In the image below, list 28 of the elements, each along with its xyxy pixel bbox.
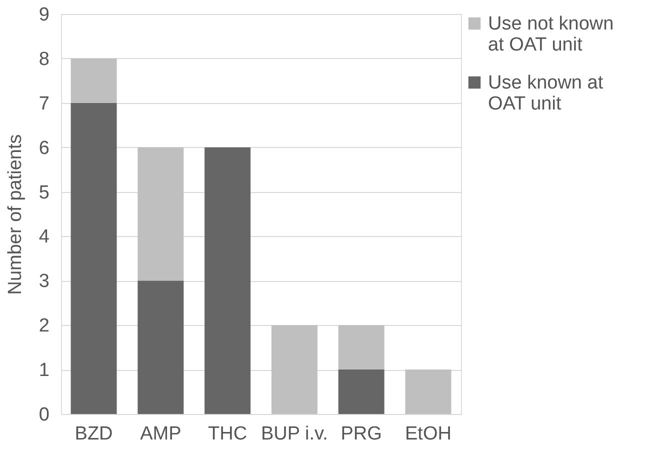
y-axis-title: Number of patients (4, 134, 26, 295)
y-tick-label: 3 (38, 271, 50, 292)
bar (70, 58, 117, 103)
legend-label: Use not known at OAT unit (488, 14, 614, 56)
y-tick-label: 6 (38, 138, 50, 159)
bar (271, 325, 318, 414)
x-tick-label: THC (208, 424, 248, 444)
bar (70, 102, 117, 414)
y-tick-label: 8 (38, 48, 50, 70)
x-tick-label: BZD (74, 424, 113, 444)
y-tick-label: 5 (38, 182, 50, 204)
bar (338, 325, 384, 370)
bar (204, 147, 251, 414)
bar (138, 147, 184, 281)
y-tick-label: 2 (38, 316, 50, 337)
y-tick-label: 0 (38, 404, 50, 426)
x-tick-label: EtOH (405, 424, 452, 444)
y-tick-label: 7 (38, 93, 50, 114)
legend-label: Use known at OAT unit (488, 72, 604, 114)
bar (405, 370, 452, 414)
x-tick-label: AMP (140, 424, 182, 444)
y-tick-label: 4 (38, 226, 50, 248)
bar (338, 370, 384, 414)
bar (138, 280, 184, 414)
y-tick-label: 1 (38, 360, 50, 382)
x-tick-label: PRG (340, 424, 382, 444)
y-tick-label: 9 (38, 4, 50, 26)
x-tick-label: BUP i.v. (261, 424, 328, 444)
